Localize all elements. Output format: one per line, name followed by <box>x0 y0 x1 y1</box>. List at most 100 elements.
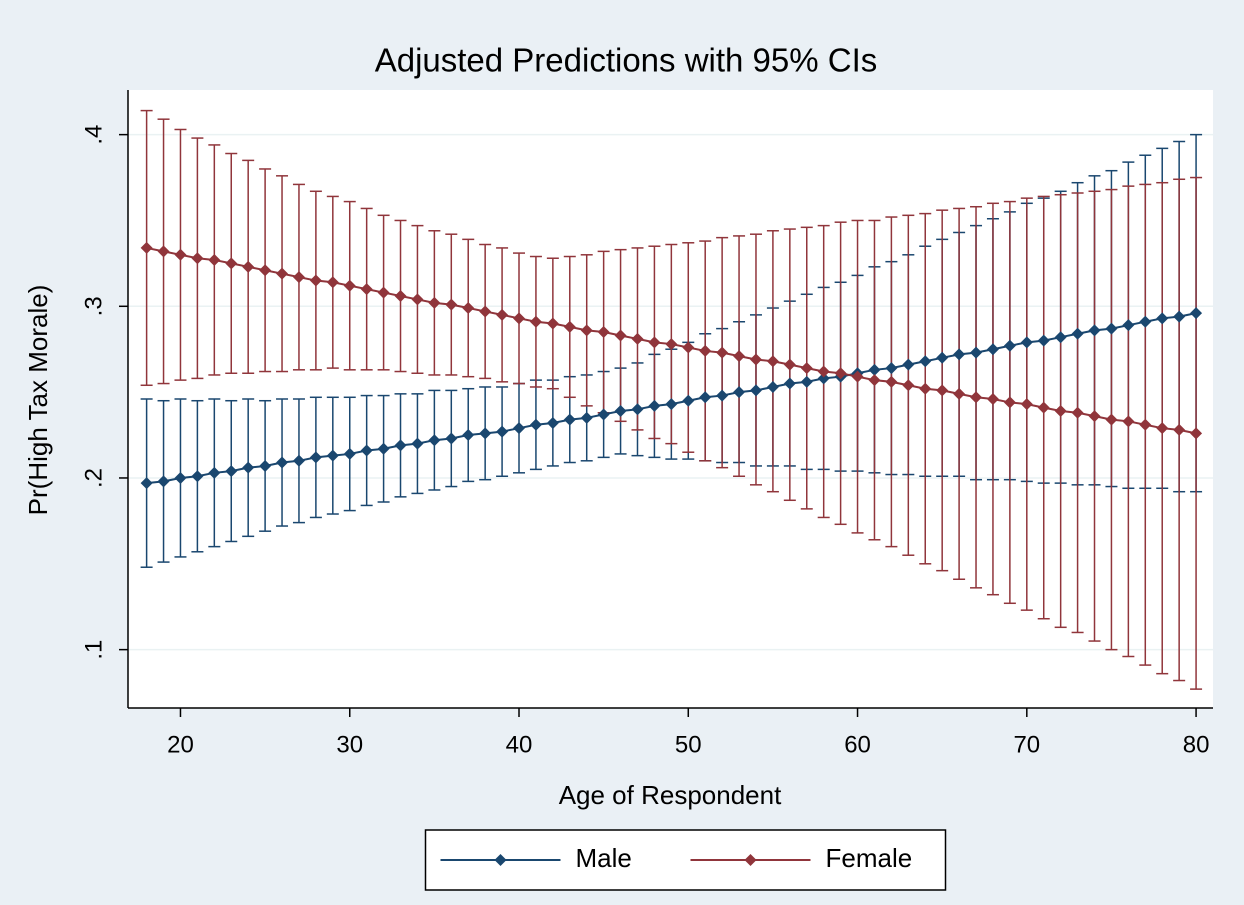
point <box>868 363 881 376</box>
point <box>749 353 762 366</box>
point <box>834 367 847 380</box>
point <box>699 344 712 357</box>
point <box>242 260 255 273</box>
point <box>563 413 576 426</box>
point <box>699 391 712 404</box>
point <box>614 329 627 342</box>
point <box>276 456 289 469</box>
point <box>614 405 627 418</box>
point <box>191 470 204 483</box>
point <box>309 274 322 287</box>
point <box>496 308 509 321</box>
point <box>140 241 153 254</box>
point <box>1190 307 1203 320</box>
point <box>851 370 864 383</box>
point <box>292 271 305 284</box>
y-axis-label: Pr(High Tax Morale) <box>23 285 53 516</box>
y-tick-label: .3 <box>80 296 107 316</box>
point <box>648 399 661 412</box>
point <box>631 403 644 416</box>
point <box>885 375 898 388</box>
legend-marker <box>494 854 507 866</box>
point <box>394 290 407 302</box>
point <box>1020 398 1033 411</box>
point <box>157 475 170 488</box>
point <box>1020 336 1033 349</box>
point <box>716 346 729 359</box>
point <box>394 439 407 452</box>
point <box>1003 339 1016 352</box>
point <box>208 466 221 479</box>
point <box>1105 322 1118 335</box>
point <box>766 380 779 393</box>
point <box>580 324 593 337</box>
point <box>800 362 813 375</box>
point <box>1071 327 1084 340</box>
point <box>462 302 475 315</box>
point <box>428 434 441 447</box>
point <box>191 252 204 265</box>
point <box>716 389 729 402</box>
point <box>733 350 746 363</box>
point <box>546 317 559 330</box>
point <box>1156 422 1169 435</box>
point <box>1054 331 1067 344</box>
x-tick-label: 70 <box>1013 731 1040 758</box>
point <box>563 320 576 333</box>
legend-label: Male <box>576 843 632 873</box>
point <box>1139 418 1152 431</box>
point <box>800 375 813 388</box>
point <box>259 459 272 472</box>
point <box>174 471 187 484</box>
chart-title: Adjusted Predictions with 95% CIs <box>375 42 878 79</box>
point <box>174 248 187 261</box>
point <box>648 336 661 349</box>
point <box>902 358 915 371</box>
point <box>953 387 966 400</box>
legend-label: Female <box>826 843 913 873</box>
x-tick-label: 40 <box>506 731 533 758</box>
point <box>1037 401 1050 414</box>
point <box>276 267 289 280</box>
point <box>360 283 373 296</box>
point <box>1122 415 1135 428</box>
x-axis-label: Age of Respondent <box>559 780 782 810</box>
point <box>445 298 458 311</box>
point <box>259 264 272 277</box>
point <box>986 393 999 405</box>
point <box>377 442 390 455</box>
point <box>445 432 458 445</box>
point <box>580 411 593 424</box>
point <box>1190 427 1203 440</box>
y-tick-label: .2 <box>80 468 107 488</box>
x-tick-label: 60 <box>844 731 871 758</box>
point <box>1156 312 1169 325</box>
point <box>546 417 559 430</box>
point <box>970 346 983 359</box>
point <box>1173 310 1186 323</box>
point <box>513 312 526 325</box>
point <box>428 296 441 309</box>
point <box>970 391 983 404</box>
point <box>682 394 695 407</box>
point <box>529 315 542 328</box>
point <box>360 444 373 457</box>
point <box>411 293 424 306</box>
point <box>817 365 830 378</box>
point <box>783 377 796 390</box>
point <box>1088 324 1101 337</box>
point <box>1139 315 1152 328</box>
point <box>208 253 221 266</box>
x-tick-label: 20 <box>167 731 194 758</box>
point <box>462 429 475 442</box>
point <box>986 343 999 356</box>
point <box>682 341 695 354</box>
point <box>817 372 830 385</box>
point <box>919 355 932 368</box>
point <box>953 348 966 361</box>
point <box>919 382 932 395</box>
point <box>885 362 898 375</box>
x-tick-label: 80 <box>1183 731 1210 758</box>
point <box>326 276 339 289</box>
